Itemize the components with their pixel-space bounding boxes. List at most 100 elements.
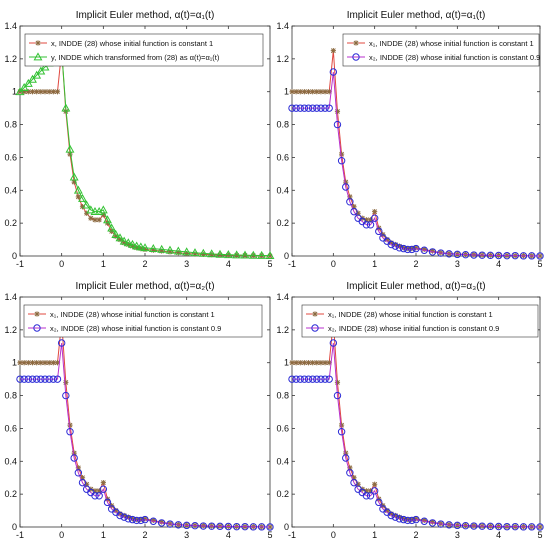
data-point: [511, 522, 519, 531]
x-tick-label: 5: [267, 530, 272, 540]
data-point: [313, 375, 321, 383]
y-tick-label: 0.8: [4, 120, 17, 130]
data-point: [388, 511, 394, 517]
x-tick-label: -1: [288, 530, 296, 540]
y-tick-label: 1.4: [4, 21, 17, 31]
data-point: [388, 240, 394, 246]
data-point: [329, 339, 338, 347]
data-point: [325, 375, 333, 383]
data-point: [84, 481, 90, 487]
data-point: [355, 210, 361, 216]
data-point: [536, 252, 544, 260]
data-point: [71, 179, 77, 185]
legend-swatch-marker: [311, 324, 319, 332]
data-point: [337, 157, 346, 165]
data-point: [387, 511, 395, 520]
data-point: [396, 243, 403, 249]
data-point: [98, 205, 108, 214]
x-tick-label: 2: [413, 259, 418, 269]
x-tick-label: 1: [372, 259, 377, 269]
data-point: [317, 104, 325, 112]
data-point: [32, 375, 41, 383]
data-point: [420, 246, 428, 254]
data-point: [61, 103, 71, 112]
data-point: [198, 248, 208, 257]
data-point: [310, 89, 316, 95]
data-point: [175, 250, 181, 256]
data-point: [70, 454, 78, 462]
data-point: [215, 249, 225, 258]
data-point: [342, 183, 350, 191]
legend-label: x₁, INDDE (28) whose initial function is…: [50, 310, 215, 319]
data-point: [318, 89, 324, 95]
data-point: [16, 375, 24, 383]
chart-title: Implicit Euler method, α(t)=α₁(t): [347, 10, 486, 21]
data-point: [216, 522, 224, 531]
data-point: [503, 251, 511, 260]
data-point: [79, 475, 86, 481]
series-1: [289, 48, 543, 259]
data-point: [355, 481, 361, 487]
data-point: [29, 89, 36, 95]
x-tick-label: -1: [288, 259, 296, 269]
data-point: [107, 223, 117, 232]
legend-box: [24, 33, 264, 67]
y-tick-label: 1: [284, 87, 289, 97]
data-point: [395, 515, 404, 523]
data-point: [296, 104, 304, 112]
data-point: [232, 522, 241, 531]
data-point: [392, 241, 398, 248]
series-line: [292, 321, 541, 528]
data-point: [337, 428, 346, 436]
data-point: [351, 204, 357, 210]
data-point: [494, 522, 503, 531]
y-tick-label: 1.2: [4, 54, 17, 64]
data-point: [296, 375, 304, 383]
data-point: [91, 492, 99, 500]
data-point: [54, 89, 61, 95]
data-point: [528, 252, 536, 260]
data-point: [257, 523, 266, 531]
y-tick-label: 0: [284, 522, 289, 532]
data-point: [486, 522, 495, 531]
x-tick-label: 5: [537, 530, 542, 540]
data-point: [334, 379, 341, 386]
data-point: [129, 516, 136, 522]
data-point: [339, 422, 345, 428]
data-point: [413, 516, 419, 522]
x-tick-label: 4: [496, 259, 501, 269]
legend-label: x₂, INDDE (28) whose initial function is…: [369, 53, 540, 62]
legend-box: [301, 304, 539, 338]
data-point: [363, 488, 369, 494]
data-point: [421, 517, 427, 524]
data-point: [322, 89, 328, 95]
data-point: [343, 179, 349, 185]
y-tick-label: 1.4: [276, 292, 289, 302]
series-1: [289, 319, 543, 530]
data-point: [173, 246, 183, 255]
legend-swatch-marker: [352, 53, 360, 61]
y-tick-label: 1.2: [276, 54, 289, 64]
data-point: [461, 521, 470, 530]
y-tick-label: 0.4: [4, 456, 17, 466]
legend: x₁, INDDE (28) whose initial function is…: [342, 33, 540, 67]
data-point: [17, 89, 23, 95]
y-tick-label: 0: [12, 251, 17, 261]
series-line: [292, 342, 541, 528]
data-point: [207, 249, 217, 258]
data-point: [217, 252, 223, 258]
y-tick-label: 0.4: [276, 456, 289, 466]
data-point: [224, 522, 233, 531]
data-point: [437, 249, 445, 257]
y-tick-label: 0.6: [276, 423, 289, 433]
data-point: [453, 250, 462, 259]
x-tick-label: 4: [226, 259, 231, 269]
x-tick-label: 0: [59, 530, 64, 540]
data-point: [157, 244, 167, 253]
data-point: [88, 215, 94, 221]
data-point: [401, 245, 407, 251]
x-tick-label: 5: [537, 259, 542, 269]
data-point: [54, 360, 61, 366]
data-point: [149, 517, 158, 525]
